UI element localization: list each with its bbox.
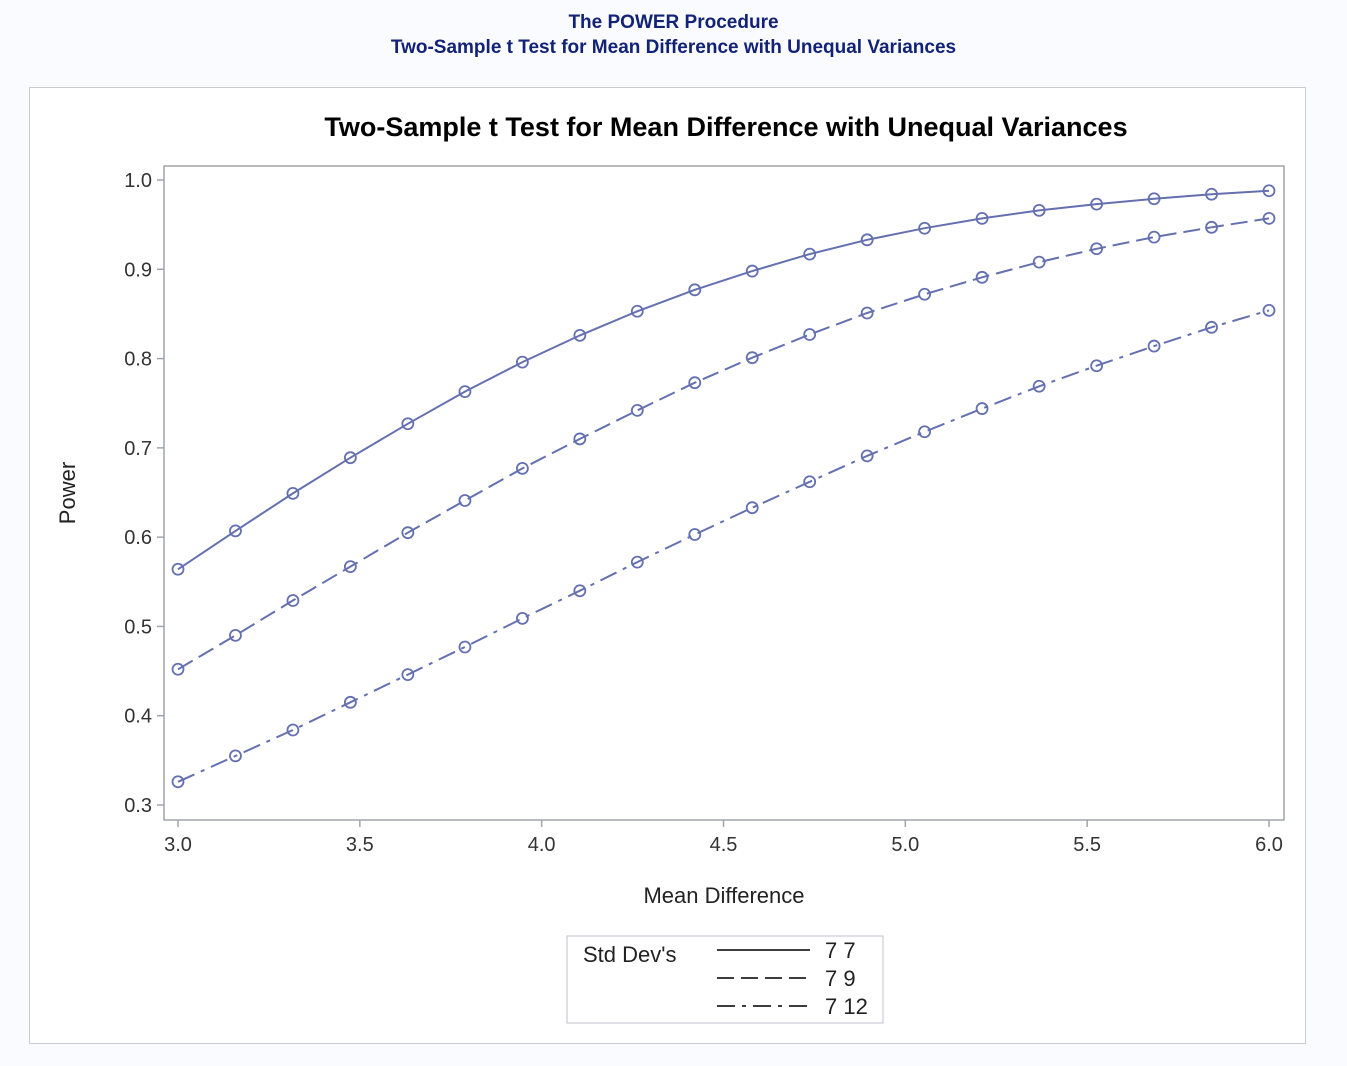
data-point: [1090, 242, 1104, 256]
figure-panel: Two-Sample t Test for Mean Difference wi…: [29, 87, 1306, 1044]
x-tick-label: 5.0: [891, 834, 919, 856]
data-point: [343, 695, 357, 709]
legend: Std Dev's 7 7 7 9 7 12: [566, 935, 884, 1024]
x-tick-label: 4.5: [710, 834, 738, 856]
data-point: [688, 528, 702, 541]
data-point: [975, 270, 989, 284]
series-2: [171, 211, 1276, 676]
data-point: [860, 449, 874, 463]
data-point: [975, 402, 989, 415]
data-point: [918, 425, 932, 439]
legend-title: Std Dev's: [583, 942, 676, 967]
y-tick-label: 1.0: [124, 170, 152, 192]
data-point: [1147, 192, 1161, 206]
data-point: [1262, 184, 1276, 198]
data-point: [1032, 203, 1046, 217]
y-tick-label: 0.7: [124, 438, 152, 460]
y-tick-label: 0.5: [124, 616, 152, 638]
data-point: [515, 461, 529, 475]
data-point: [745, 501, 759, 515]
data-point: [573, 432, 587, 446]
data-point: [343, 560, 357, 574]
data-point: [573, 328, 587, 342]
data-point: [1262, 211, 1276, 225]
x-tick-label: 3.0: [164, 834, 192, 856]
data-point: [401, 526, 415, 540]
data-point: [745, 351, 759, 365]
data-point: [630, 403, 644, 417]
data-point: [745, 264, 759, 278]
axis-ticks: 3.0 3.5 4.0 4.5 5.0 5.5 6.0 0.3 0.4 0.5 0.6 0.7 0.8 0…: [124, 170, 1283, 856]
data-point: [286, 723, 300, 737]
x-tick-label: 4.0: [528, 834, 556, 856]
data-point: [918, 287, 932, 301]
y-axis-label: Power: [55, 462, 80, 524]
series-3: [171, 303, 1276, 789]
y-tick-label: 0.8: [124, 349, 152, 371]
y-tick-label: 0.9: [124, 259, 152, 281]
data-point: [171, 562, 185, 576]
data-point: [803, 328, 817, 341]
data-point: [515, 355, 529, 369]
y-tick-label: 0.4: [124, 706, 152, 728]
data-point: [458, 385, 472, 399]
data-point: [803, 247, 817, 261]
data-point: [286, 486, 300, 500]
data-point: [918, 221, 932, 235]
x-axis-label: Mean Difference: [643, 883, 804, 908]
data-point: [860, 233, 874, 247]
data-point: [1262, 303, 1276, 317]
legend-entry-label: 7 7: [825, 938, 856, 963]
data-point: [458, 494, 472, 507]
legend-entry-label: 7 9: [825, 966, 856, 991]
data-point: [1205, 187, 1218, 201]
data-point: [630, 304, 644, 318]
data-point: [1032, 379, 1046, 393]
data-point: [630, 555, 644, 569]
data-point: [171, 775, 185, 789]
data-point: [573, 584, 587, 598]
data-point: [515, 611, 529, 625]
data-point: [229, 524, 242, 538]
series-line: [177, 217, 1270, 671]
data-point: [688, 283, 702, 297]
data-point: [860, 306, 874, 320]
x-tick-label: 5.5: [1073, 834, 1101, 856]
data-point: [803, 475, 817, 489]
series-lines: [171, 184, 1276, 789]
data-point: [1205, 320, 1218, 334]
data-point: [171, 662, 185, 676]
series-1: [171, 184, 1276, 576]
data-point: [1032, 255, 1046, 269]
power-chart: Two-Sample t Test for Mean Difference wi…: [55, 112, 1285, 1024]
data-point: [1090, 197, 1104, 211]
data-point: [401, 417, 415, 431]
data-point: [458, 640, 472, 654]
data-point: [975, 211, 989, 225]
data-point: [1090, 359, 1104, 373]
procedure-subtitle: Two-Sample t Test for Mean Difference wi…: [390, 37, 957, 58]
plot-area-frame: [163, 165, 1285, 821]
series-line: [177, 309, 1270, 783]
chart-title: Two-Sample t Test for Mean Difference wi…: [324, 112, 1127, 142]
data-point: [1205, 220, 1218, 234]
data-point: [343, 451, 357, 465]
data-point: [1147, 339, 1161, 353]
series-line: [177, 189, 1270, 571]
data-point: [688, 376, 702, 390]
procedure-title: The POWER Procedure: [568, 12, 779, 33]
y-tick-label: 0.6: [124, 527, 152, 549]
x-tick-label: 6.0: [1255, 834, 1283, 856]
data-point: [229, 628, 242, 642]
legend-entry-label: 7 12: [825, 994, 868, 1019]
data-point: [1147, 230, 1161, 244]
y-tick-label: 0.3: [124, 795, 152, 817]
data-point: [401, 668, 415, 682]
legend-entries: 7 7 7 9 7 12: [717, 938, 868, 1019]
x-tick-label: 3.5: [346, 834, 374, 856]
data-point: [229, 749, 242, 763]
data-point: [286, 594, 300, 607]
